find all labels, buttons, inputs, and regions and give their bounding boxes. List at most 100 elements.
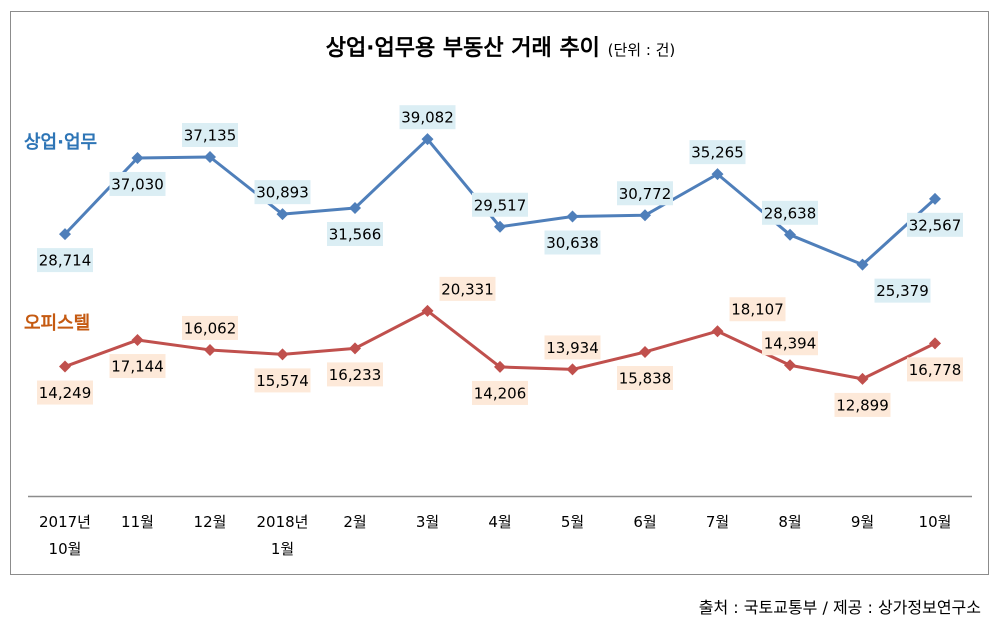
data-label: 37,030 xyxy=(111,175,164,193)
data-label: 37,135 xyxy=(184,127,237,145)
x-tick-label: 1월 xyxy=(271,540,294,558)
data-label-bg xyxy=(254,180,311,205)
chart-frame xyxy=(10,11,989,575)
data-point-marker xyxy=(784,228,796,241)
data-label-bg xyxy=(254,368,311,393)
x-tick-label: 2017년 xyxy=(39,513,91,531)
data-label-bg xyxy=(834,392,891,417)
data-point-marker xyxy=(856,372,869,385)
data-label: 30,893 xyxy=(256,184,309,202)
data-label-bg xyxy=(762,331,818,356)
data-label-bg xyxy=(37,248,93,273)
data-point-marker xyxy=(204,343,216,356)
data-point-marker xyxy=(131,334,144,347)
x-tick-label: 10월 xyxy=(919,513,952,531)
x-tick-label: 2월 xyxy=(343,513,366,531)
data-point-marker xyxy=(929,337,941,350)
data-label-bg xyxy=(907,212,963,237)
data-label: 20,331 xyxy=(441,280,494,298)
data-label: 29,517 xyxy=(474,196,527,214)
x-tick-label: 7월 xyxy=(706,513,729,531)
data-label: 15,574 xyxy=(256,372,309,390)
data-label: 30,638 xyxy=(546,234,599,252)
data-point-marker xyxy=(711,168,724,181)
x-tick-label: 3월 xyxy=(416,513,439,531)
data-label-bg xyxy=(689,140,746,165)
data-label: 13,934 xyxy=(546,339,599,357)
data-point-marker xyxy=(711,325,724,338)
data-point-marker xyxy=(784,359,796,372)
data-point-marker xyxy=(566,210,579,223)
data-point-marker xyxy=(494,360,506,373)
x-tick-label: 9월 xyxy=(851,513,874,531)
data-label-bg xyxy=(617,181,673,206)
data-point-marker xyxy=(349,201,361,214)
data-label: 31,566 xyxy=(329,225,382,243)
chart-title: 상업·업무용 부동산 거래 추이 xyxy=(325,36,600,61)
chart-unit: (단위 : 건) xyxy=(607,41,676,59)
data-point-marker xyxy=(276,208,289,221)
data-label-bg xyxy=(544,230,601,255)
source-note: 출처 : 국토교통부 / 제공 : 상가정보연구소 xyxy=(698,598,981,617)
data-label: 14,394 xyxy=(764,335,817,353)
data-point-marker xyxy=(929,192,941,205)
data-point-marker xyxy=(566,363,579,376)
data-label-bg xyxy=(874,278,931,303)
data-label-bg xyxy=(109,354,166,379)
data-label-bg xyxy=(109,171,166,196)
data-point-marker xyxy=(276,348,289,361)
data-point-marker xyxy=(349,342,361,355)
data-label-bg xyxy=(544,335,601,360)
data-point-marker xyxy=(494,220,506,233)
x-tick-label: 11월 xyxy=(121,513,154,531)
chart-title-block: 상업·업무용 부동산 거래 추이 (단위 : 건) xyxy=(0,30,1001,62)
data-point-marker xyxy=(421,133,434,146)
data-point-marker xyxy=(856,258,869,271)
data-point-marker xyxy=(639,209,651,222)
data-label: 28,638 xyxy=(764,204,817,222)
data-label: 28,714 xyxy=(39,252,92,270)
data-label-bg xyxy=(907,357,963,382)
x-tick-label: 4월 xyxy=(488,513,511,531)
data-label-bg xyxy=(617,365,673,390)
data-label-bg xyxy=(327,221,383,246)
data-label-bg xyxy=(182,123,238,148)
data-label: 17,144 xyxy=(111,358,164,376)
data-label: 32,567 xyxy=(909,216,962,234)
data-label: 18,107 xyxy=(731,301,784,319)
data-label: 16,062 xyxy=(184,319,237,337)
x-tick-label: 2018년 xyxy=(257,513,309,531)
x-tick-label: 12월 xyxy=(194,513,227,531)
data-label: 12,899 xyxy=(836,396,889,414)
data-label-bg xyxy=(327,362,383,387)
series-label: 상업·업무 xyxy=(24,132,97,153)
data-label-bg xyxy=(37,380,93,405)
data-label-bg xyxy=(472,380,528,405)
series-label: 오피스텔 xyxy=(24,313,90,334)
data-label: 14,206 xyxy=(474,384,527,402)
data-point-marker xyxy=(421,304,434,317)
x-tick-label: 6월 xyxy=(633,513,656,531)
data-label: 16,233 xyxy=(329,366,382,384)
data-label: 14,249 xyxy=(39,384,92,402)
data-label-bg xyxy=(729,297,786,322)
data-label: 35,265 xyxy=(691,144,744,162)
data-label: 25,379 xyxy=(876,282,929,300)
data-label: 39,082 xyxy=(401,109,454,127)
data-label-bg xyxy=(439,276,496,301)
data-point-marker xyxy=(59,228,71,241)
data-label: 30,772 xyxy=(619,185,672,203)
x-tick-label: 5월 xyxy=(561,513,584,531)
data-label: 16,778 xyxy=(909,361,962,379)
data-point-marker xyxy=(204,151,216,164)
data-label-bg xyxy=(762,200,818,225)
data-label: 15,838 xyxy=(619,369,672,387)
x-tick-label: 8월 xyxy=(778,513,801,531)
data-point-marker xyxy=(639,345,651,358)
data-label-bg xyxy=(399,105,456,130)
data-point-marker xyxy=(131,151,144,164)
data-label-bg xyxy=(472,192,528,217)
x-tick-label: 10월 xyxy=(49,540,82,558)
data-point-marker xyxy=(59,360,71,373)
